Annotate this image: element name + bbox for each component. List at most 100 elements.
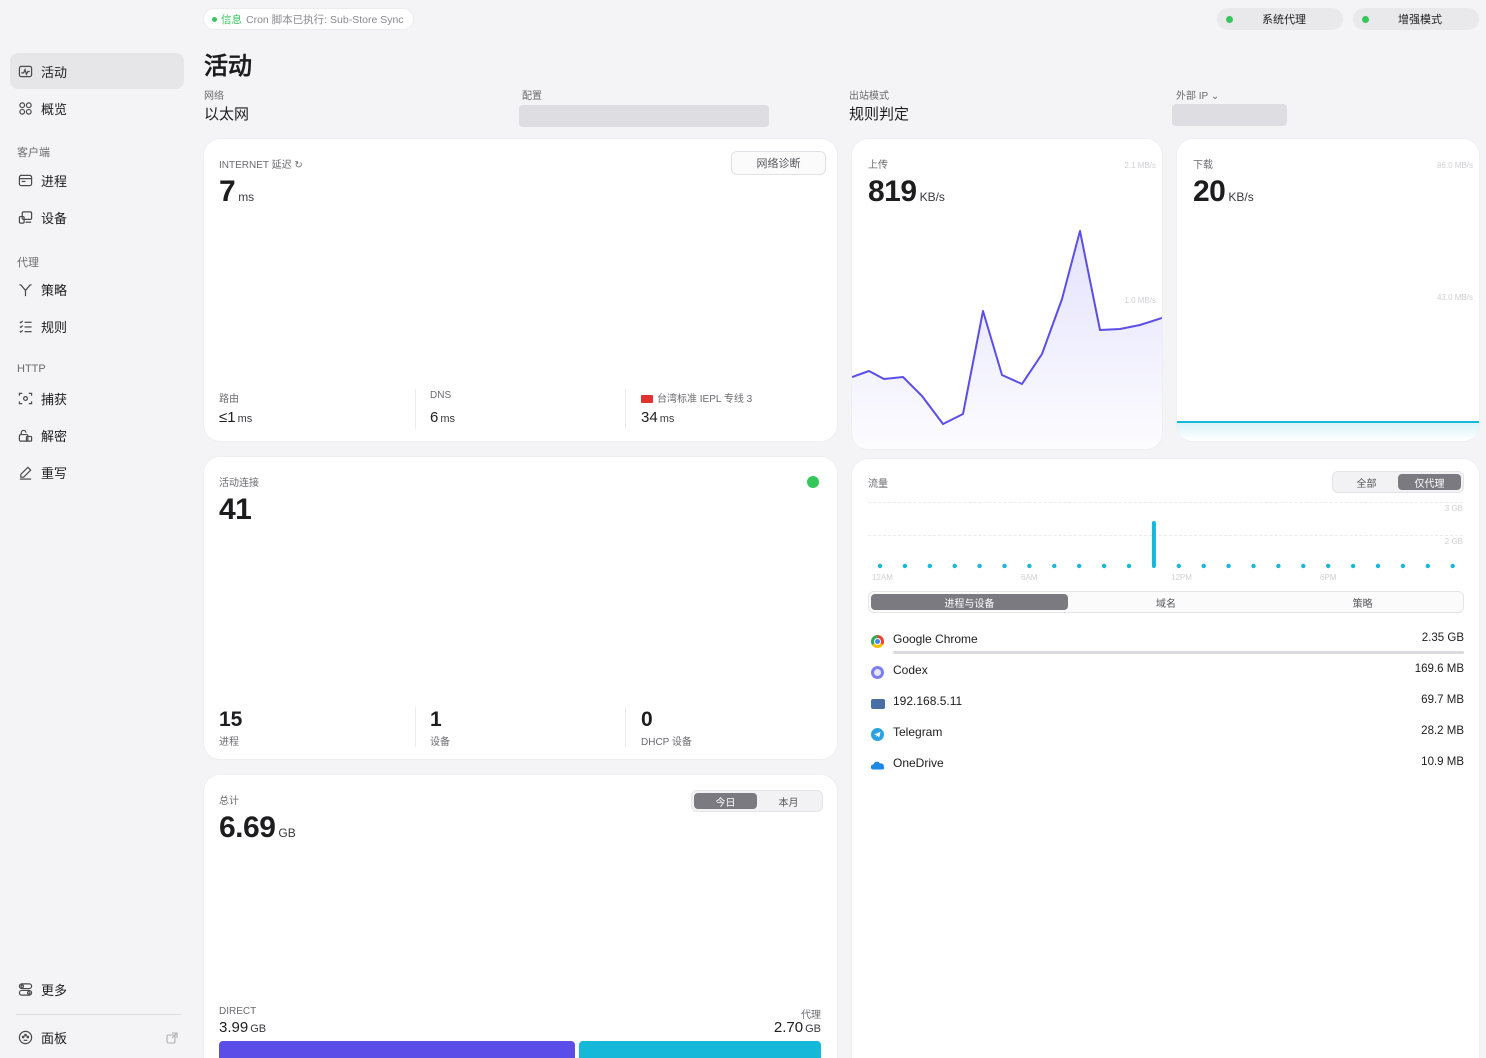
direct-segment xyxy=(219,1041,575,1058)
status-dot xyxy=(1226,15,1233,23)
upload-axis-top: 2.1 MB/s xyxy=(1124,161,1156,170)
dhcp-device-label: DHCP 设备 xyxy=(641,737,692,748)
traffic-point xyxy=(1126,563,1132,569)
rules-icon xyxy=(18,319,33,334)
item-name: 192.168.5.11 xyxy=(893,694,963,708)
outbound-mode-label: 出站模式 xyxy=(849,91,889,102)
item-size: 2.35 GB xyxy=(1421,632,1464,644)
system-proxy-label: 系统代理 xyxy=(1262,14,1306,26)
sidebar-item-policy[interactable]: 策略 xyxy=(10,271,184,307)
proxy-label: 代理 xyxy=(801,1010,821,1021)
traffic-label: 流量 xyxy=(868,479,888,490)
list-item[interactable]: Codex 169.6 MB xyxy=(869,662,1464,690)
section-label-http: HTTP xyxy=(17,363,46,375)
traffic-point xyxy=(977,563,982,569)
list-item[interactable]: 192.168.5.11 69.7 MB xyxy=(869,693,1464,721)
proxy-total-unit: GB xyxy=(805,1023,821,1035)
external-ip-redacted xyxy=(1172,104,1287,126)
list-item[interactable]: OneDrive 10.9 MB xyxy=(869,755,1464,783)
tab-process-device[interactable]: 进程与设备 xyxy=(871,594,1068,610)
list-item[interactable]: Telegram 28.2 MB xyxy=(869,724,1464,752)
sidebar-item-overview[interactable]: 概览 xyxy=(10,90,184,126)
dns-label: DNS xyxy=(430,390,452,401)
total-period-segmented[interactable]: 今日 本月 xyxy=(691,790,823,812)
upload-label: 上传 xyxy=(868,160,888,171)
download-line xyxy=(1177,421,1479,423)
status-indicator xyxy=(807,476,819,488)
traffic-point xyxy=(927,563,932,569)
sidebar-item-panel[interactable]: 面板 xyxy=(10,1019,184,1055)
traffic-timeline-chart xyxy=(877,521,1455,569)
traffic-spike-bar xyxy=(1151,521,1156,568)
dhcp-device-count: 0 xyxy=(641,708,653,731)
system-proxy-toggle[interactable]: 系统代理 xyxy=(1217,8,1343,30)
tab-proxy-only[interactable]: 仅代理 xyxy=(1398,474,1461,490)
traffic-group-tabs[interactable]: 进程与设备 域名 策略 xyxy=(868,591,1464,613)
sidebar-item-label: 解密 xyxy=(41,428,68,444)
gridline xyxy=(868,535,1463,536)
enhanced-mode-label: 增强模式 xyxy=(1398,14,1442,26)
proxy-latency-label[interactable]: 台湾标准 IEPL 专线 3 xyxy=(641,390,752,405)
external-ip-label[interactable]: 外部 IP ⌄ xyxy=(1176,91,1220,102)
sidebar-item-activity[interactable]: 活动 xyxy=(10,53,184,89)
status-dot xyxy=(212,16,217,22)
item-name: Telegram xyxy=(893,725,943,739)
tab-this-month[interactable]: 本月 xyxy=(778,797,799,809)
latency-unit: ms xyxy=(238,190,255,204)
outbound-mode-value[interactable]: 规则判定 xyxy=(849,106,910,123)
connections-card: 活动连接 41 15 进程 1 设备 0 DHCP 设备 xyxy=(204,457,837,759)
latency-card: INTERNET 延迟 ↻ 7 ms 网络诊断 路由 ≤1 ms DNS 6 ms 台… xyxy=(204,139,837,441)
sidebar-item-rewrite[interactable]: 重写 xyxy=(10,454,184,490)
computer-icon xyxy=(871,699,885,709)
profile-value-redacted[interactable] xyxy=(519,105,769,127)
device-count-label: 设备 xyxy=(430,737,450,748)
traffic-card: 流量 全部 仅代理 3 GB 2 GB 12AM 6AM 12PM 6PM 进程… xyxy=(852,459,1479,1058)
status-dot xyxy=(1362,15,1369,23)
time-label-12am: 12AM xyxy=(872,573,893,582)
direct-label: DIRECT xyxy=(219,1006,257,1017)
sidebar-item-capture[interactable]: 捕获 xyxy=(10,380,184,416)
sidebar-item-process[interactable]: 进程 xyxy=(10,162,184,198)
network-diagnose-button[interactable]: 网络诊断 xyxy=(731,151,826,175)
network-value: 以太网 xyxy=(204,106,250,123)
item-size: 169.6 MB xyxy=(1414,663,1464,675)
sidebar-item-devices[interactable]: 设备 xyxy=(10,199,184,235)
traffic-point xyxy=(1226,563,1231,569)
gridline xyxy=(868,502,1463,503)
enhanced-mode-toggle[interactable]: 增强模式 xyxy=(1353,8,1479,30)
notice-text: Cron 脚本已执行: Sub-Store Sync xyxy=(246,13,404,26)
item-name: Google Chrome xyxy=(893,632,978,646)
traffic-point xyxy=(1077,563,1082,569)
proxy-total-number: 2.70 xyxy=(773,1019,804,1036)
sidebar-item-more[interactable]: 更多 xyxy=(10,971,184,1007)
sidebar-item-decrypt[interactable]: 解密 xyxy=(10,417,184,453)
upload-card: 上传 2.1 MB/s 1.0 MB/s 819 KB/s xyxy=(852,139,1162,449)
item-size: 10.9 MB xyxy=(1421,756,1464,768)
external-link-icon[interactable] xyxy=(166,1031,178,1044)
tab-domain[interactable]: 域名 xyxy=(1156,598,1176,610)
sidebar-item-rules[interactable]: 规则 xyxy=(10,308,184,344)
axis-2gb: 2 GB xyxy=(1444,537,1463,546)
traffic-point xyxy=(1276,563,1281,569)
latency-value: 7 ms xyxy=(219,175,254,209)
sidebar-item-label: 面板 xyxy=(41,1030,68,1046)
total-card: 总计 6.69 GB 今日 本月 DIRECT 3.99 GB 代理 2.70 GB xyxy=(204,775,837,1058)
usage-bar xyxy=(893,651,1464,654)
divider xyxy=(625,707,626,747)
router-latency-unit: ms xyxy=(237,413,253,425)
tab-all[interactable]: 全部 xyxy=(1356,478,1377,490)
item-size: 69.7 MB xyxy=(1421,694,1464,706)
router-label: 路由 xyxy=(219,394,239,405)
tab-today[interactable]: 今日 xyxy=(694,793,757,809)
sidebar-item-label: 更多 xyxy=(41,982,68,998)
direct-total: 3.99 GB xyxy=(219,1019,266,1036)
tab-policy[interactable]: 策略 xyxy=(1352,598,1373,610)
list-item[interactable]: Google Chrome 2.35 GB xyxy=(869,631,1464,659)
notification-banner[interactable]: 信息 Cron 脚本已执行: Sub-Store Sync xyxy=(204,9,413,29)
section-label-proxy: 代理 xyxy=(17,257,39,269)
upload-axis-mid: 1.0 MB/s xyxy=(1124,296,1156,305)
download-axis-mid: 43.0 MB/s xyxy=(1436,293,1473,302)
time-label-6pm: 6PM xyxy=(1320,573,1337,582)
traffic-scope-segmented[interactable]: 全部 仅代理 xyxy=(1332,471,1464,493)
traffic-point xyxy=(902,563,908,569)
